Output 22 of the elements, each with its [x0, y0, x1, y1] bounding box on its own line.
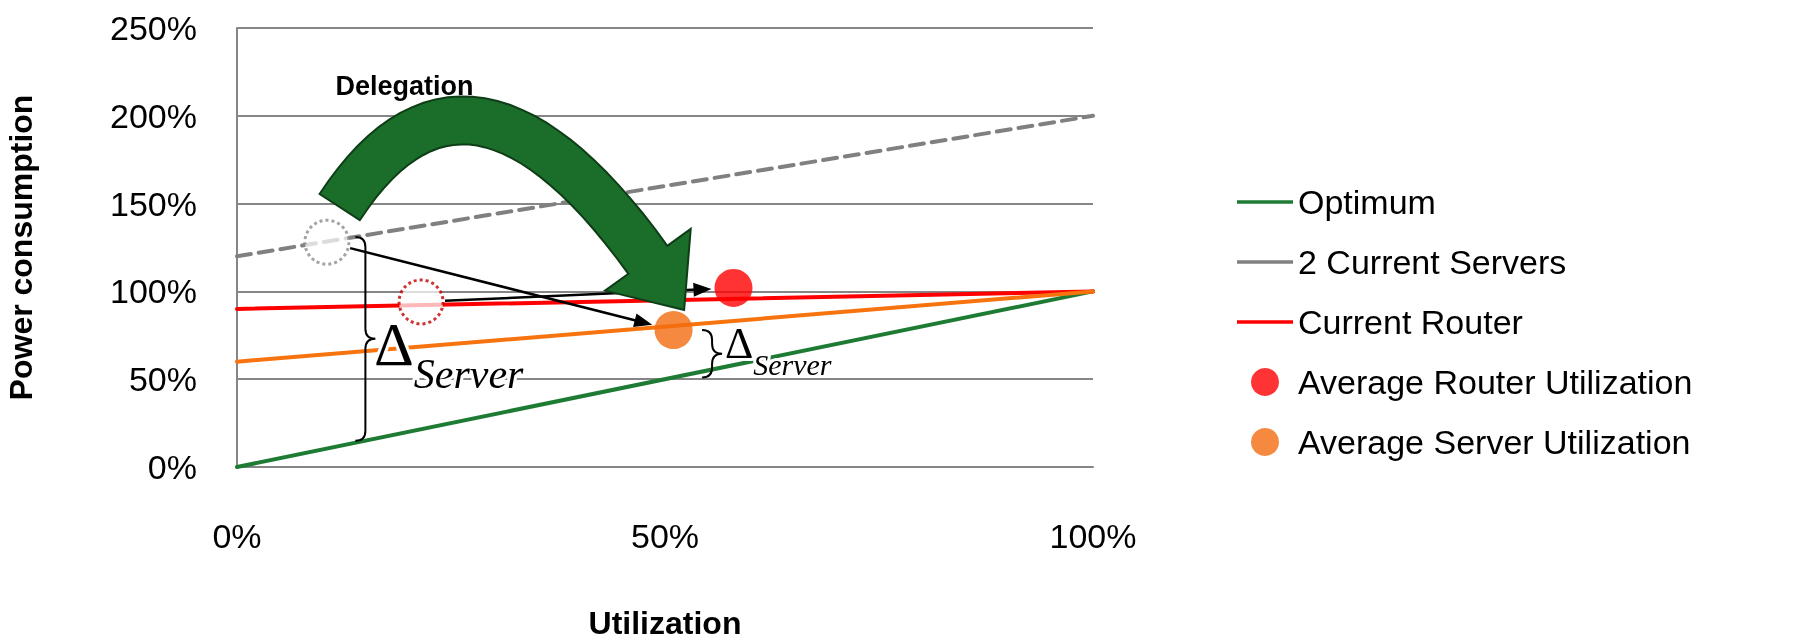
point [714, 268, 753, 307]
point [397, 278, 445, 326]
x-tick-label: 0% [212, 517, 262, 555]
y-tick-label: 50% [128, 360, 197, 399]
x-tick-label: 100% [1049, 517, 1137, 555]
annotation: Delegation [335, 70, 474, 101]
y-tick-label: 250% [110, 9, 197, 47]
y-tick-label: 150% [110, 184, 197, 223]
point [654, 311, 693, 350]
legend-label: Average Router Utilization [1298, 363, 1693, 401]
point [303, 218, 351, 266]
y-tick-label: 100% [110, 272, 197, 311]
legend-label: Optimum [1298, 183, 1436, 221]
y-tick-label: 200% [110, 96, 197, 135]
annotation: Δ$_{Server}$ [724, 319, 832, 381]
x-tick-label: 50% [630, 517, 700, 555]
legend-label: Current Router [1298, 303, 1523, 341]
x-axis-title: Utilization [588, 605, 742, 641]
y-axis-title: Power consumption [3, 94, 39, 401]
legend-label: 2 Current Servers [1298, 243, 1567, 281]
legend-label: Average Server Utilization [1298, 423, 1691, 461]
y-tick-label: 0% [147, 448, 197, 486]
